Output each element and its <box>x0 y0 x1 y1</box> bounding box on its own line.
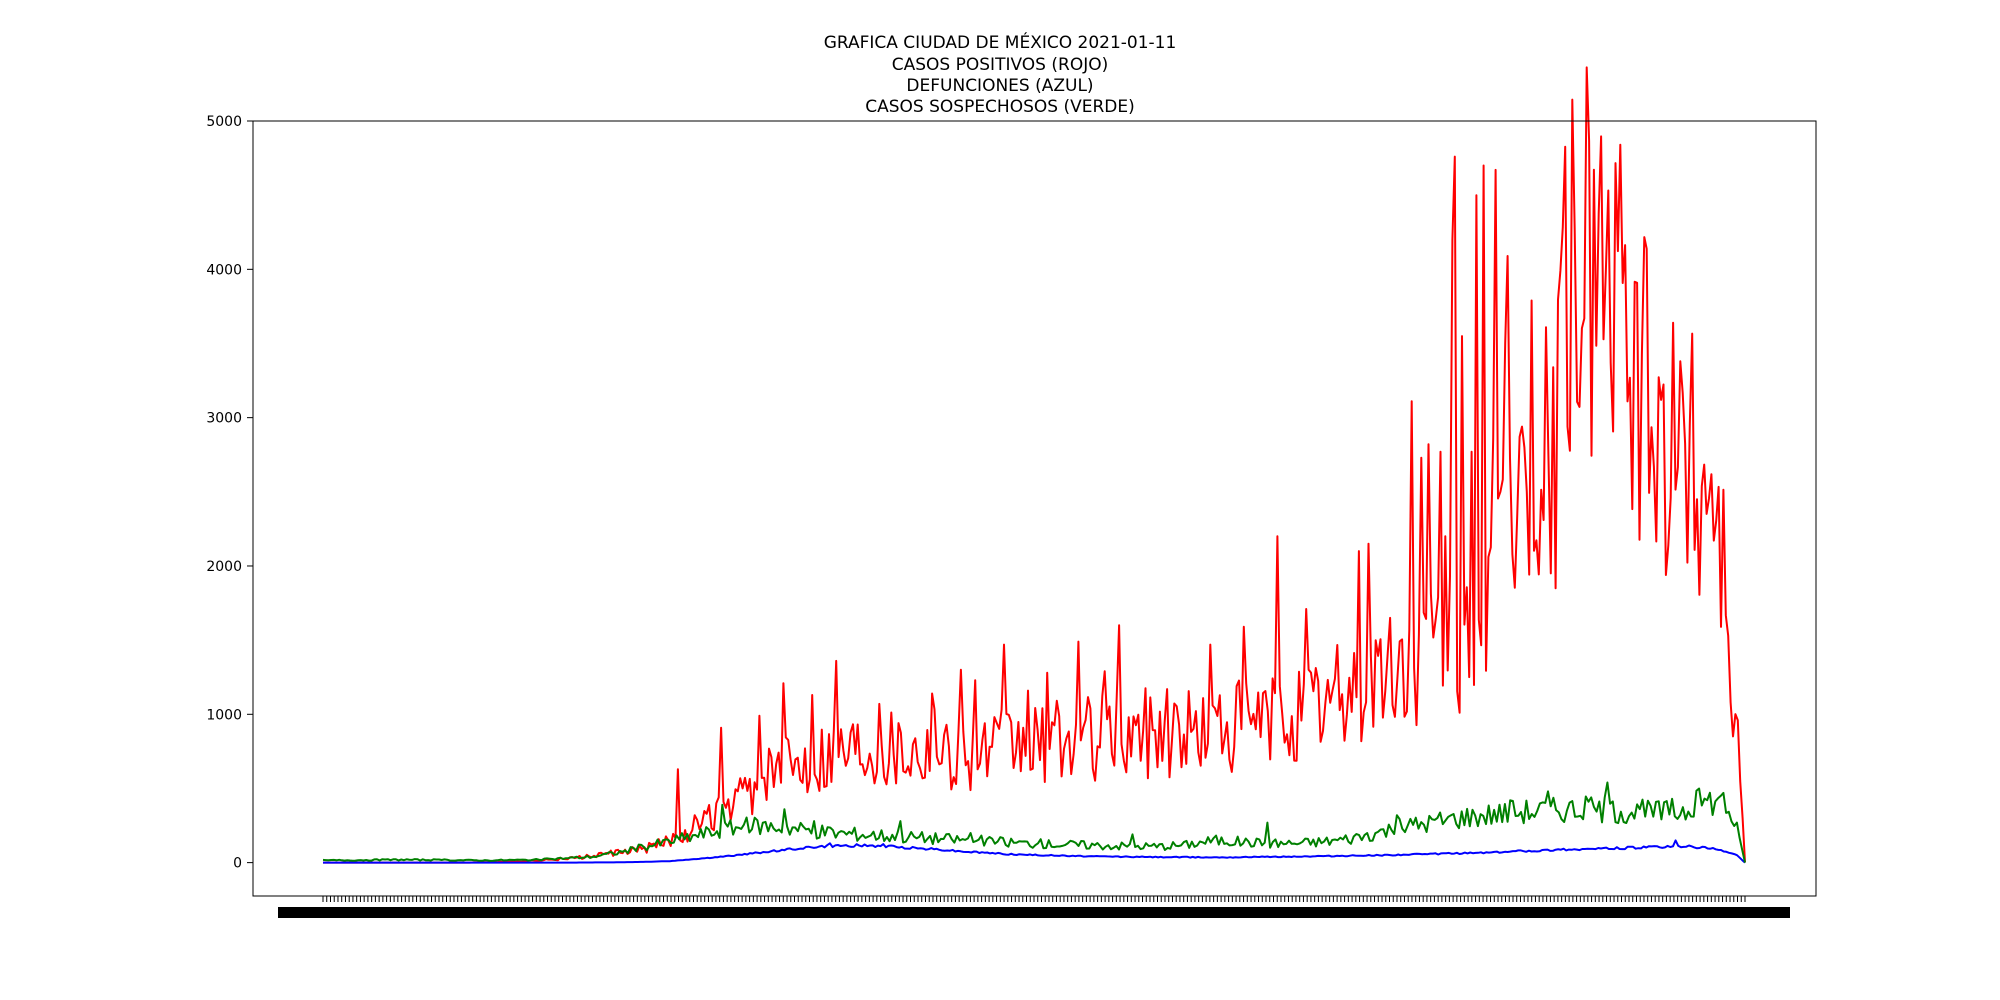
series-line-1 <box>323 66 1746 864</box>
plot-frame <box>252 120 1817 897</box>
y-tick-label: 0 <box>233 856 242 872</box>
title-line-3: DEFUNCIONES (AZUL) <box>906 76 1093 96</box>
title-line-1: GRAFICA CIUDAD DE MÉXICO 2021-01-11 <box>824 31 1177 53</box>
y-tick-label: 1000 <box>206 707 242 723</box>
y-tick-label: 2000 <box>206 559 242 575</box>
y-axis: 0 1000 2000 3000 4000 5000 <box>206 114 253 872</box>
y-tick-label: 5000 <box>206 114 242 130</box>
plot-area <box>322 66 1746 864</box>
x-axis <box>278 896 1790 918</box>
x-tick-label-band <box>278 907 1790 918</box>
series-line-2 <box>323 839 1746 864</box>
title-line-2: CASOS POSITIVOS (ROJO) <box>892 55 1108 75</box>
y-tick-label: 4000 <box>206 262 242 278</box>
y-tick-label: 3000 <box>206 411 242 427</box>
series-line-3 <box>322 781 1746 863</box>
title-line-4: CASOS SOSPECHOSOS (VERDE) <box>865 97 1135 117</box>
chart-title: GRAFICA CIUDAD DE MÉXICO 2021-01-11 CASO… <box>824 31 1177 117</box>
